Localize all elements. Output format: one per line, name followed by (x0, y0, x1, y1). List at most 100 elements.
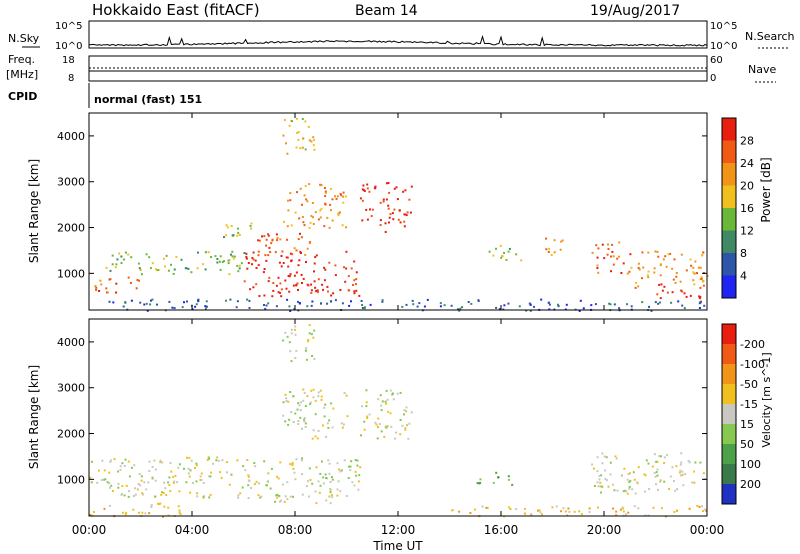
range-cell (216, 261, 219, 264)
range-cell (365, 401, 368, 404)
range-cell (379, 224, 382, 226)
range-cell (296, 132, 299, 134)
range-cell (120, 255, 123, 258)
range-cell (246, 298, 249, 301)
range-cell (658, 283, 661, 286)
range-cell (290, 328, 293, 331)
range-cell (89, 476, 92, 479)
range-cell (226, 226, 229, 229)
range-cell (518, 305, 521, 308)
range-cell (325, 499, 328, 502)
range-cell (288, 124, 291, 127)
range-cell (396, 392, 399, 395)
range-cell (310, 304, 313, 307)
range-cell (353, 292, 356, 295)
range-cell (247, 484, 250, 487)
range-cell (115, 263, 118, 266)
range-cell (323, 266, 326, 269)
range-cell (341, 224, 344, 227)
range-cell (230, 253, 232, 256)
range-cell (631, 488, 634, 491)
range-cell (326, 302, 329, 305)
range-cell (369, 303, 372, 306)
range-cell (553, 239, 556, 242)
range-cell (111, 254, 114, 257)
range-cell (633, 478, 636, 481)
range-cell (310, 291, 313, 294)
range-cell (287, 209, 290, 212)
range-cell (520, 259, 523, 262)
range-cell (673, 258, 676, 261)
range-cell (395, 431, 397, 434)
range-cell (308, 495, 310, 498)
cpid-panel: CPID normal (fast) 151 (8, 83, 202, 108)
range-cell (196, 492, 199, 495)
range-cell (668, 488, 671, 490)
range-cell (237, 496, 240, 499)
range-cell (279, 291, 282, 294)
range-cell (667, 253, 670, 256)
range-cell (641, 301, 644, 304)
range-cell (319, 183, 322, 186)
range-cell (363, 420, 366, 423)
range-cell (237, 231, 240, 234)
range-cell (689, 258, 692, 261)
range-cell (637, 267, 640, 269)
range-cell (340, 469, 343, 472)
range-cell (194, 305, 197, 308)
range-cell (257, 250, 260, 253)
range-cell (204, 268, 207, 271)
range-cell (297, 402, 300, 405)
range-cell (600, 474, 603, 477)
range-cell (403, 409, 406, 412)
range-cell (343, 459, 346, 462)
range-cell (588, 507, 591, 510)
range-cell (240, 262, 243, 265)
range-cell (461, 306, 463, 309)
range-cell (200, 479, 203, 481)
range-cell (638, 268, 641, 271)
range-cell (128, 490, 130, 493)
colorbar-swatch (722, 185, 736, 208)
range-cell (380, 404, 383, 407)
range-cell (380, 430, 383, 433)
range-cell (604, 469, 607, 472)
range-cell (416, 305, 419, 308)
range-cell (353, 290, 356, 293)
range-cell (237, 494, 240, 497)
range-cell (138, 279, 140, 282)
range-cell (90, 460, 93, 463)
range-cell (204, 307, 207, 310)
range-cell (292, 284, 295, 287)
range-cell (663, 456, 666, 459)
range-cell (641, 277, 643, 280)
range-cell (637, 285, 640, 288)
colorbar-swatch (722, 484, 736, 504)
range-cell (495, 306, 498, 309)
range-cell (355, 278, 358, 281)
range-cell (622, 510, 625, 513)
range-cell (162, 492, 165, 494)
range-cell (299, 232, 301, 235)
range-cell (285, 142, 287, 145)
range-cell (134, 487, 137, 490)
range-cell (591, 251, 594, 254)
range-cell (311, 202, 314, 204)
range-cell (155, 269, 158, 272)
range-cell (236, 459, 239, 462)
range-cell (301, 203, 303, 206)
range-cell (664, 255, 667, 258)
range-cell (306, 200, 309, 203)
range-cell (267, 234, 270, 237)
range-cell (656, 460, 659, 463)
range-cell (286, 498, 289, 501)
range-cell (109, 460, 112, 463)
y-tick-label: 4000 (57, 130, 85, 143)
range-cell (164, 265, 166, 268)
range-cell (275, 284, 278, 287)
range-cell (343, 266, 345, 269)
range-cell (361, 307, 364, 309)
range-cell (637, 466, 640, 469)
range-cell (342, 191, 345, 194)
range-cell (628, 481, 631, 484)
